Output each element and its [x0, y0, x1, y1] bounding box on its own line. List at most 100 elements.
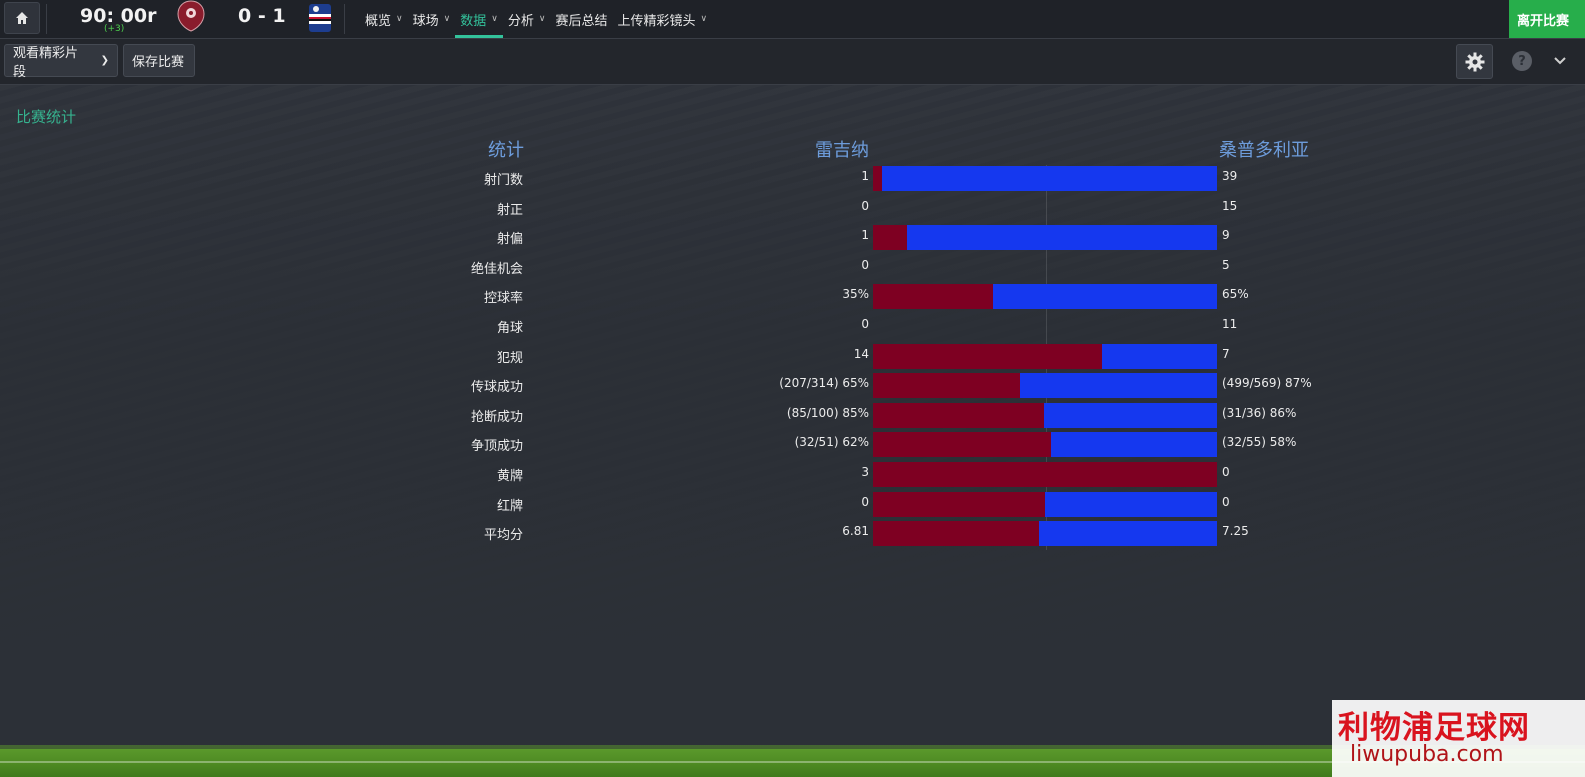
stat-row: 平均分 6.81 7.25 [0, 518, 1585, 548]
tab-label: 上传精彩镜头 [617, 13, 696, 29]
home-bar [873, 166, 882, 191]
more-options-button[interactable] [1550, 51, 1570, 71]
stat-label: 红牌 [496, 498, 523, 514]
gear-icon [1465, 52, 1484, 71]
away-bar [1044, 402, 1217, 428]
tab-1[interactable]: 球场 ∨ [408, 0, 456, 38]
stat-row: 抢断成功 (85/100) 85% (31/36) 86% [0, 400, 1585, 430]
chevron-down-icon: ∨ [396, 14, 403, 24]
chevron-down-icon: ∨ [491, 14, 498, 24]
tab-label: 球场 [412, 13, 439, 29]
tab-0[interactable]: 概览 ∨ [360, 0, 408, 38]
settings-button[interactable] [1456, 44, 1493, 79]
stat-label: 争顶成功 [470, 439, 523, 455]
home-team-crest[interactable] [176, 0, 206, 36]
chevron-down-icon [1554, 57, 1566, 65]
away-value: 7 [1222, 346, 1230, 361]
divider [344, 4, 345, 34]
home-bar [873, 491, 1045, 517]
stat-row: 绝佳机会 0 5 [0, 252, 1585, 282]
away-team-crest[interactable] [307, 2, 333, 38]
home-value: 6.81 [842, 524, 869, 539]
stat-bar [873, 225, 1217, 251]
watermark-title: 利物浦足球网 [1338, 710, 1530, 746]
away-value: 9 [1222, 228, 1230, 243]
away-value: 39 [1222, 169, 1238, 183]
save-match-label: 保存比赛 [132, 55, 185, 70]
stat-bar [873, 373, 1217, 399]
home-button[interactable] [4, 2, 40, 34]
tab-3[interactable]: 分析 ∨ [503, 0, 551, 38]
home-bar [873, 402, 1044, 428]
tab-2[interactable]: 数据 ∨ [455, 0, 503, 38]
divider [46, 4, 47, 34]
away-bar [1020, 373, 1217, 399]
stat-row: 犯规 14 7 [0, 341, 1585, 371]
match-clock: 90: 00r [80, 5, 157, 27]
stat-row: 争顶成功 (32/51) 62% (32/55) 58% [0, 429, 1585, 459]
away-bar [993, 284, 1217, 310]
home-value: 3 [861, 465, 869, 479]
stat-bar [873, 343, 1217, 369]
stat-bar [873, 491, 1217, 517]
stat-label: 黄牌 [496, 469, 523, 484]
away-value: (499/569) 87% [1222, 376, 1312, 391]
help-button[interactable]: ? [1512, 51, 1532, 71]
stat-label: 控球率 [483, 291, 523, 307]
home-value: 14 [853, 346, 869, 361]
away-bar [882, 166, 1217, 191]
stat-label: 传球成功 [470, 380, 523, 396]
stat-bar [873, 462, 1217, 487]
stat-bar [873, 284, 1217, 310]
sampdoria-crest-icon [309, 4, 331, 32]
stat-row: 射正 0 15 [0, 193, 1585, 223]
tab-4[interactable]: 赛后总结 [550, 0, 612, 38]
home-bar [873, 284, 993, 310]
stat-row: 控球率 35% 65% [0, 281, 1585, 311]
home-value: 35% [842, 287, 869, 302]
stat-row: 角球 0 11 [0, 311, 1585, 341]
watch-highlights-dropdown[interactable]: 观看精彩片段 ❯ [4, 44, 118, 80]
home-icon [16, 12, 28, 24]
stat-column-header: 统计 [488, 140, 524, 161]
chevron-down-icon: ❯ [100, 55, 109, 66]
stat-label: 角球 [496, 321, 523, 336]
away-bar [1039, 521, 1217, 547]
match-stats-panel: 比赛统计 统计 雷吉纳 桑普多利亚 射门数 1 39 射正 0 15 射偏 1 9 绝佳机会 0 5 控… [0, 85, 1585, 745]
away-value: 11 [1222, 317, 1238, 331]
away-value: 5 [1222, 257, 1230, 272]
pitch-strip [0, 745, 1585, 777]
home-bar [873, 343, 1102, 369]
tab-label: 概览 [365, 13, 392, 29]
away-value: 7.25 [1222, 524, 1249, 539]
stat-bar [873, 521, 1217, 547]
stat-row: 射偏 1 9 [0, 222, 1585, 252]
home-value: 1 [861, 228, 869, 243]
match-score: 0 - 1 [238, 5, 286, 27]
section-title: 比赛统计 [16, 108, 77, 126]
stat-row: 黄牌 3 0 [0, 459, 1585, 489]
home-value: 0 [861, 198, 869, 213]
top-bar: 90: 00r (+3) 0 - 1 概览 ∨ 球场 ∨ 数据 ∨ 分析 ∨ 赛后总结 上传精彩镜… [0, 0, 1585, 39]
away-bar [1045, 491, 1217, 517]
home-bar [873, 432, 1051, 458]
tab-label: 赛后总结 [555, 13, 608, 29]
away-value: 0 [1222, 494, 1230, 509]
watermark-url: liwupuba.com [1350, 742, 1504, 767]
away-value: 15 [1222, 198, 1238, 213]
stat-label: 射偏 [496, 232, 523, 248]
stat-row: 传球成功 (207/314) 65% (499/569) 87% [0, 370, 1585, 400]
stat-bar [873, 402, 1217, 428]
tab-label: 数据 [460, 13, 487, 29]
tab-5[interactable]: 上传精彩镜头 ∨ [612, 0, 712, 38]
home-value: (207/314) 65% [779, 376, 869, 391]
leave-match-button[interactable]: 离开比赛 [1509, 0, 1585, 38]
reggina-crest-icon [177, 0, 205, 32]
stat-row: 红牌 0 0 [0, 489, 1585, 519]
home-value: 0 [861, 494, 869, 509]
save-match-button[interactable]: 保存比赛 [123, 44, 195, 77]
stat-label: 犯规 [496, 350, 523, 366]
away-value: (32/55) 58% [1222, 435, 1297, 450]
away-bar [1051, 432, 1217, 458]
site-watermark: 利物浦足球网 liwupuba.com [1332, 700, 1585, 777]
